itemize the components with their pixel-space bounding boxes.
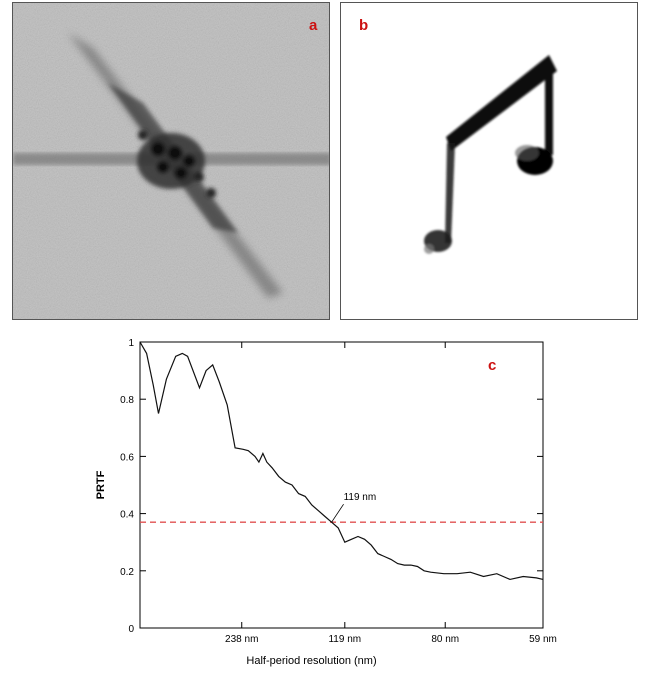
y-tick-label: 0.8 [120,395,134,406]
reconstruction-panel: b [340,2,638,320]
annotation-pointer [331,503,344,523]
plot-frame [139,341,544,629]
panel-label-c: c [488,357,496,374]
y-tick-label: 1 [128,338,134,349]
prtf-chart-svg: 0 0.2 0.4 0.6 0.8 1 238 nm 119 nm 80 nm 59 nm 11… [95,338,557,667]
y-tick-label: 0.2 [120,567,134,578]
y-tick-label: 0.4 [120,510,134,521]
panel-label-b: b [359,17,369,34]
diffraction-pattern-image [13,3,329,319]
music-note-reconstruction-image [424,55,557,254]
y-tick-label: 0 [128,624,134,635]
annotation-label: 119 nm [344,492,377,503]
x-tick-label: 119 nm [328,634,361,645]
prtf-chart: 0 0.2 0.4 0.6 0.8 1 238 nm 119 nm 80 nm 59 nm 11… [0,330,648,670]
y-tick-label: 0.6 [120,452,134,463]
y-axis-label: PRTF [95,470,107,499]
x-tick-label: 80 nm [431,634,459,645]
prtf-curve [139,341,544,581]
x-axis-label: Half-period resolution (nm) [246,655,376,667]
x-tick-label: 59 nm [529,634,557,645]
x-tick-label: 238 nm [225,634,258,645]
diffraction-pattern-panel: a [12,2,330,320]
panel-label-a: a [309,17,318,34]
